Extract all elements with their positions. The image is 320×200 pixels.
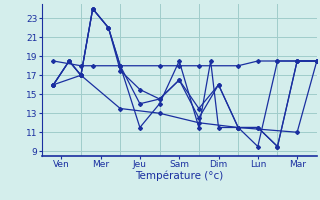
X-axis label: Température (°c): Température (°c): [135, 171, 223, 181]
